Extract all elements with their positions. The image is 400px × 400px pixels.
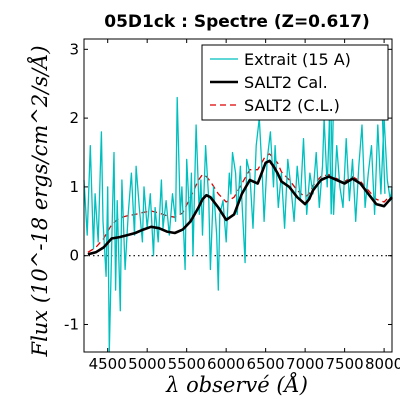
y-axis-label: Flux (10^-18 ergs/cm^2/s/Å) [27,45,52,357]
chart-title: 05D1ck : Spectre (Z=0.617) [104,12,369,32]
y-tick-label: -1 [64,315,79,333]
y-tick-label: 2 [69,109,79,127]
x-tick-label: 8000 [365,355,400,373]
x-tick-label: 7500 [326,355,364,373]
axis-ticks: 4500 5000 5500 6000 6500 7000 7500 8000 -1 0 1 2 3 [64,39,400,373]
y-tick-label: 0 [69,247,79,265]
x-tick-label: 6000 [207,355,245,373]
y-tick-label: 3 [69,40,79,58]
x-tick-label: 4500 [89,355,127,373]
legend-items: Extrait (15 A) SALT2 Cal. SALT2 (C.L.) [210,50,351,115]
salt2-cal-series-line [87,159,393,256]
legend: Extrait (15 A) SALT2 Cal. SALT2 (C.L.) [201,44,389,121]
x-tick-label: 5500 [168,355,206,373]
plot-area [83,83,393,353]
x-tick-label: 7000 [286,355,324,373]
series-layer [83,83,393,353]
legend-label: Extrait (15 A) [244,50,351,69]
legend-label: SALT2 Cal. [244,73,328,92]
x-axis-label: λ observé (Å) [165,372,308,397]
plot-frame [83,38,393,353]
x-tick-label: 6500 [247,355,285,373]
y-tick-label: 1 [69,178,79,196]
extrait-series-line [83,89,393,353]
legend-label: SALT2 (C.L.) [244,96,340,115]
x-tick-label: 5000 [128,355,166,373]
